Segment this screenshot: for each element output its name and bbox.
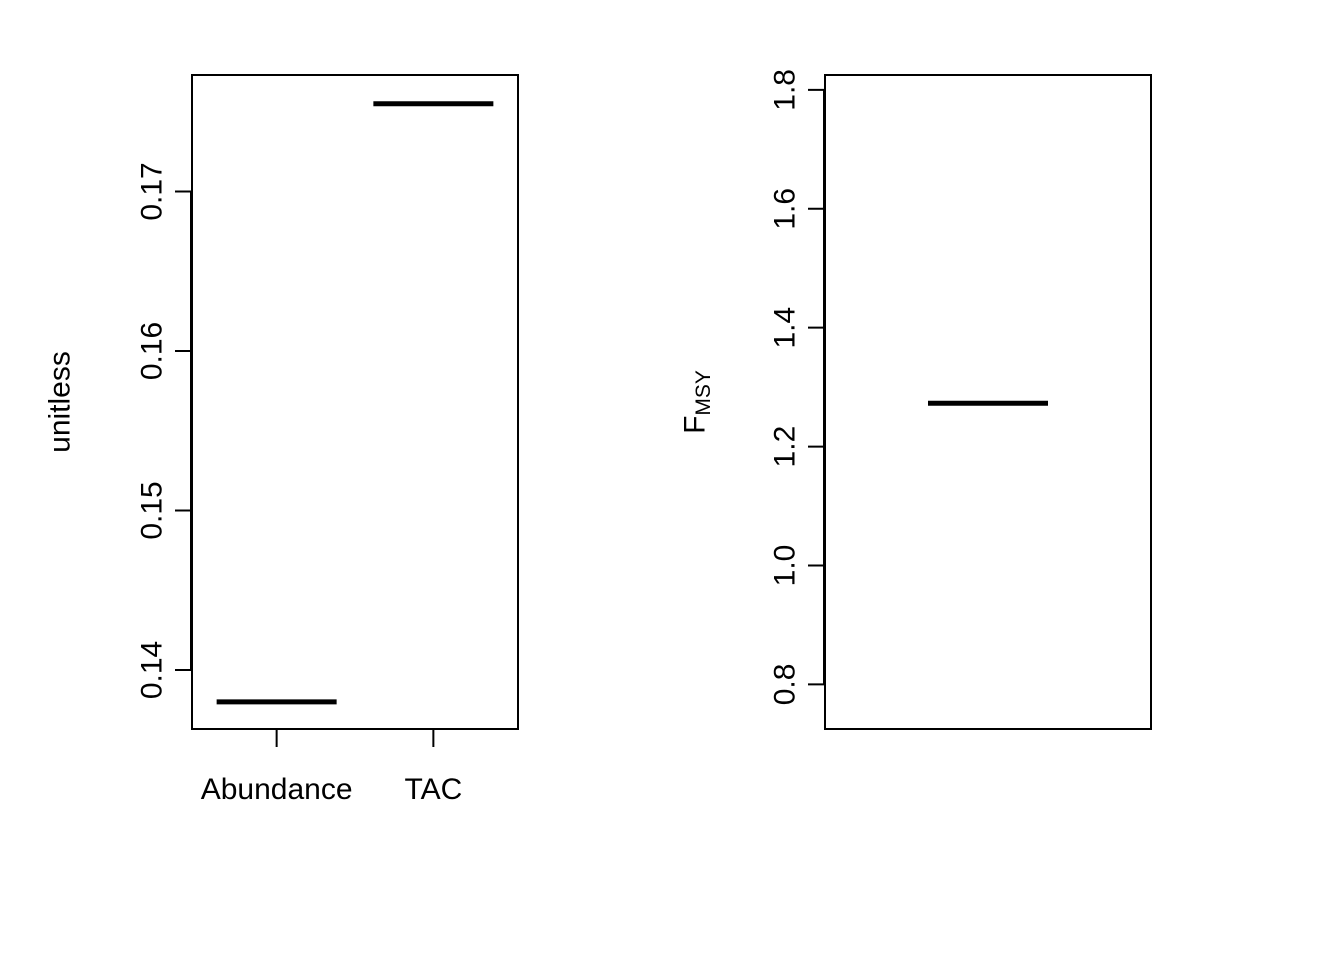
y-tick-label: 1.2 bbox=[769, 426, 802, 468]
y-tick-label: 0.15 bbox=[136, 481, 169, 539]
plot-frame bbox=[191, 74, 519, 730]
x-tick-label: TAC bbox=[404, 773, 462, 806]
x-tick-label: Abundance bbox=[201, 773, 353, 806]
panel-1: 0.14 0.15 0.16 0.17 unitless Abundance TAC bbox=[44, 74, 519, 806]
y-tick-label: 0.16 bbox=[136, 322, 169, 380]
y-axis-title: unitless bbox=[44, 351, 77, 453]
y-axis-title: FMSY bbox=[679, 370, 715, 434]
y-tick-label: 0.8 bbox=[769, 664, 802, 706]
y-tick-label: 0.17 bbox=[136, 162, 169, 220]
y-tick-label: 0.14 bbox=[136, 641, 169, 699]
y-tick-label: 1.8 bbox=[769, 69, 802, 111]
panel-2: 0.8 1.0 1.2 1.4 1.6 1.8 FMSY bbox=[679, 69, 1152, 730]
y-tick-label: 1.0 bbox=[769, 545, 802, 587]
y-axis-title-subscript: MSY bbox=[692, 370, 715, 416]
y-tick-label: 1.4 bbox=[769, 307, 802, 349]
y-tick-label: 1.6 bbox=[769, 188, 802, 230]
